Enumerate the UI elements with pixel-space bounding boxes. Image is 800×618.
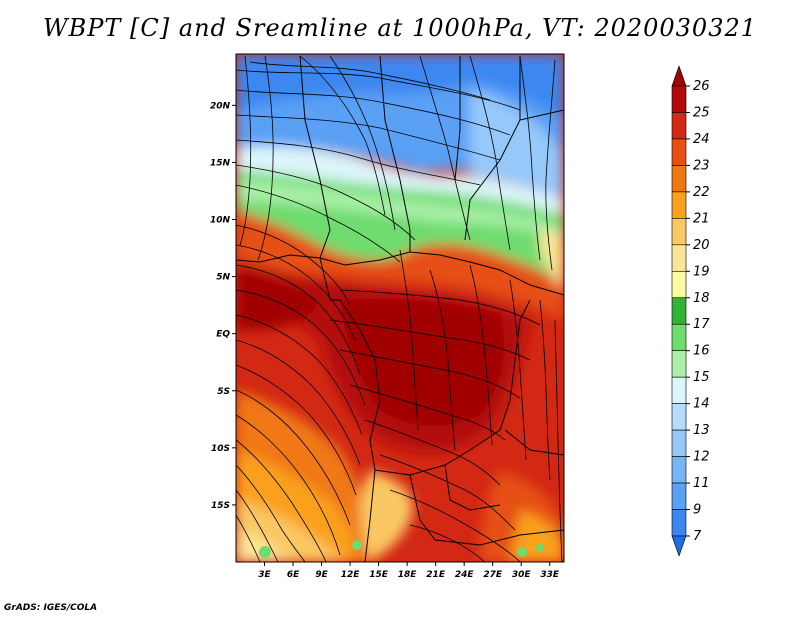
colorbar-label: 21 [693, 211, 710, 226]
colorbar-label: 14 [693, 397, 710, 412]
chart-title: WBPT [C] and Sreamline at 1000hPa, VT: 2… [42, 14, 758, 42]
lat-tick-label: 20N [210, 101, 231, 111]
colorbar-swatch [671, 138, 687, 166]
lon-tick-label: 3E [258, 570, 271, 580]
colorbar-label: 19 [693, 264, 710, 279]
colorbar-label: 24 [693, 132, 710, 147]
colorbar-label: 17 [693, 317, 710, 332]
colorbar-label: 9 [693, 503, 701, 518]
latitude-axis: 20N 15N 10N 5N EQ 5S 10S 15S [210, 101, 236, 511]
colorbar-swatch [671, 429, 687, 457]
colorbar-swatch [671, 270, 687, 299]
colorbar-swatch [671, 509, 687, 537]
map-frame [235, 53, 565, 563]
colorbar-label: 15 [693, 370, 710, 385]
lat-tick-label: 15N [210, 158, 231, 168]
lat-tick-label: 10S [211, 444, 230, 454]
colorbar-label: 26 [693, 79, 710, 94]
colorbar-swatch [671, 165, 687, 193]
colorbar-swatch [671, 112, 687, 140]
colorbar-label: 20 [693, 238, 710, 253]
colorbar-label: 22 [693, 185, 710, 200]
colorbar-label: 13 [693, 423, 710, 438]
colorbar-swatch [671, 456, 687, 484]
wbpt-field [236, 54, 564, 562]
colorbar-label: 7 [693, 529, 702, 544]
colorbar-label: 18 [693, 291, 710, 306]
colorbar-label: 12 [693, 450, 710, 465]
lat-tick-label: 15S [211, 501, 230, 511]
lat-tick-label: 5S [217, 387, 230, 397]
country-borders [236, 55, 564, 562]
lat-tick-label: 10N [210, 216, 231, 226]
streamlines [236, 55, 563, 562]
grads-credit: GrADS: IGES/COLA [4, 603, 98, 613]
lat-tick-label: EQ [216, 330, 230, 340]
lon-tick-label: 6E [287, 570, 300, 580]
colorbar-swatch [671, 323, 687, 352]
lon-tick-label: 21E [426, 570, 446, 580]
colorbar-swatch [671, 350, 687, 378]
longitude-axis: 3E 6E 9E 12E 15E 18E 21E 24E 27E 30E 33E [258, 562, 560, 580]
colorbar-label: 23 [693, 158, 710, 173]
lon-tick-label: 12E [341, 570, 361, 580]
colorbar-swatch [671, 482, 687, 510]
colorbar-label: 11 [693, 476, 710, 491]
lon-tick-label: 33E [540, 570, 560, 580]
colorbar-swatch [671, 191, 687, 219]
colorbar-swatch [671, 218, 687, 246]
colorbar-swatch [671, 244, 687, 272]
colorbar: 26 25 24 23 22 21 20 19 18 17 16 15 14 13 12 11 9 7 [671, 65, 710, 557]
colorbar-swatch [671, 85, 687, 113]
colorbar-swatch [671, 376, 687, 404]
colorbar-label: 25 [693, 105, 710, 120]
lon-tick-label: 27E [483, 570, 503, 580]
colorbar-top-arrow [671, 65, 687, 87]
lon-tick-label: 24E [455, 570, 475, 580]
lon-tick-label: 18E [398, 570, 418, 580]
colorbar-bottom-arrow [671, 535, 687, 557]
lon-tick-label: 15E [369, 570, 389, 580]
colorbar-swatch [671, 403, 687, 431]
lon-tick-label: 9E [315, 570, 328, 580]
colorbar-label: 16 [693, 344, 710, 359]
lat-tick-label: 5N [216, 273, 230, 283]
lon-tick-label: 30E [512, 570, 532, 580]
colorbar-swatch [671, 297, 687, 325]
